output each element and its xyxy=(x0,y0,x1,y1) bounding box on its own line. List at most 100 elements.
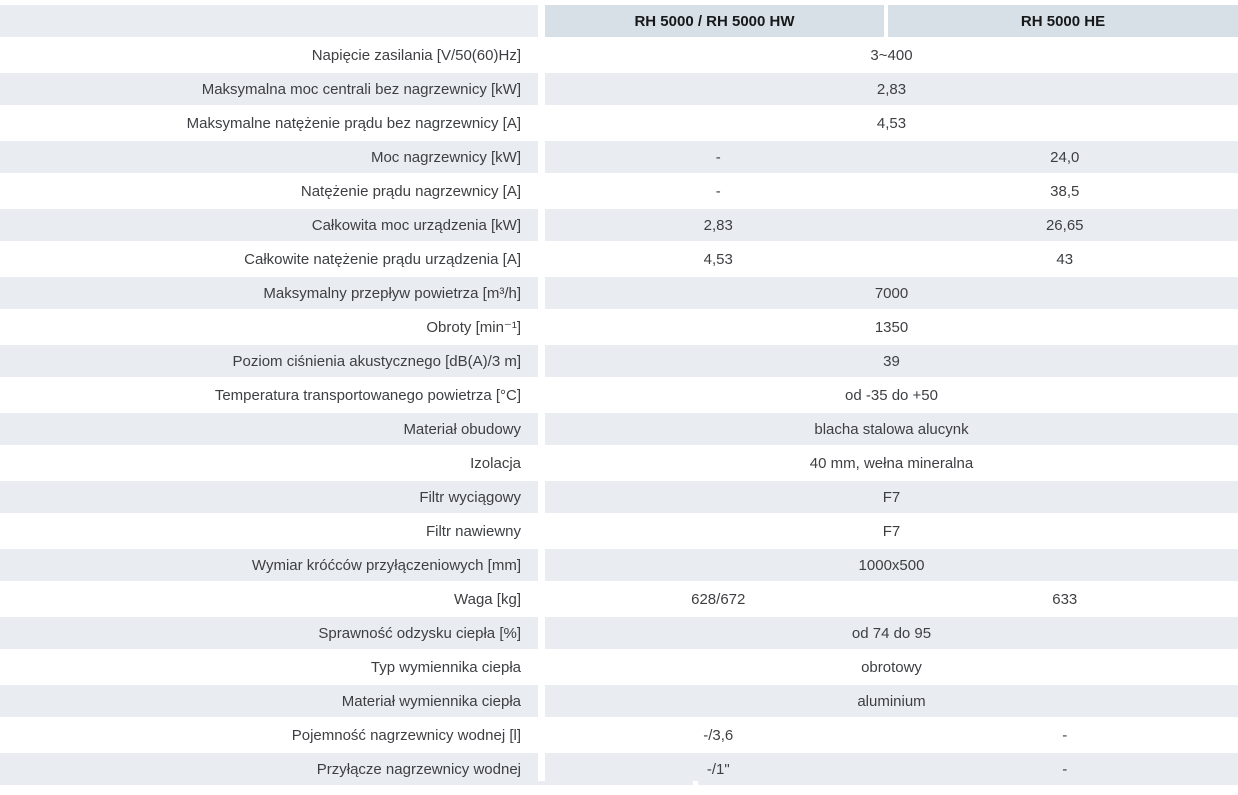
row-value-span: 7000 xyxy=(545,277,1238,309)
table-row: Napięcie zasilania [V/50(60)Hz] 3~400 xyxy=(0,39,1238,71)
column-gap xyxy=(538,39,545,71)
row-label: Maksymalna moc centrali bez nagrzewnicy … xyxy=(0,73,538,105)
row-label: Filtr wyciągowy xyxy=(0,481,538,513)
row-values: -/1" - xyxy=(545,753,1238,785)
column-gap xyxy=(538,651,545,683)
row-value-col1: 2,83 xyxy=(545,209,892,241)
row-value-span: 2,83 xyxy=(545,73,1238,105)
table-row: Materiał obudowy blacha stalowa alucynk xyxy=(0,413,1238,445)
row-values: obrotowy xyxy=(545,651,1238,683)
column-gap xyxy=(538,413,545,445)
row-value-col1: -/1" xyxy=(545,753,892,785)
header-values: RH 5000 / RH 5000 HW RH 5000 HE xyxy=(545,5,1238,37)
row-values: od 74 do 95 xyxy=(545,617,1238,649)
column-gap xyxy=(538,107,545,139)
row-label: Materiał wymiennika ciepła xyxy=(0,685,538,717)
row-value-span: 1000x500 xyxy=(545,549,1238,581)
header-column-divider xyxy=(884,5,888,37)
row-values: blacha stalowa alucynk xyxy=(545,413,1238,445)
table-row: Maksymalny przepływ powietrza [m³/h] 700… xyxy=(0,277,1238,309)
column-gap xyxy=(538,209,545,241)
row-label: Maksymalny przepływ powietrza [m³/h] xyxy=(0,277,538,309)
row-value-span: 1350 xyxy=(874,318,909,336)
row-values: -24,0 xyxy=(545,141,1238,173)
column-gap xyxy=(538,719,545,751)
row-label: Typ wymiennika ciepła xyxy=(370,658,521,676)
column-gap xyxy=(538,243,545,275)
row-label: Obroty [min⁻¹] xyxy=(426,319,521,336)
column-gap xyxy=(538,345,545,377)
table-row: Moc nagrzewnicy [kW] -24,0 xyxy=(0,141,1238,173)
row-value-col2: 43 xyxy=(1056,250,1074,268)
column-gap xyxy=(538,481,545,513)
table-row: Maksymalna moc centrali bez nagrzewnicy … xyxy=(0,73,1238,105)
column-gap xyxy=(538,549,545,581)
table-row: Temperatura transportowanego powietrza [… xyxy=(0,379,1238,411)
row-label: Materiał obudowy xyxy=(0,413,538,445)
row-label: Filtr nawiewny xyxy=(425,522,521,540)
row-values: 4,53 xyxy=(545,107,1238,139)
table-row: Poziom ciśnienia akustycznego [dB(A)/3 m… xyxy=(0,345,1238,377)
row-value-span: 40 mm, wełna mineralna xyxy=(809,454,974,472)
row-values: od -35 do +50 xyxy=(545,379,1238,411)
column-gap xyxy=(538,175,545,207)
table-row: Pojemność nagrzewnicy wodnej [l] -/3,6 - xyxy=(0,719,1238,751)
row-value-col1: -/3,6 xyxy=(703,726,734,744)
row-value-col1: - xyxy=(715,182,721,200)
row-values: 3~400 xyxy=(545,39,1238,71)
row-label: Wymiar króćców przyłączeniowych [mm] xyxy=(0,549,538,581)
row-values: 4,53 43 xyxy=(545,243,1238,275)
row-value-span: od -35 do +50 xyxy=(845,386,938,404)
row-values: - 38,5 xyxy=(545,175,1238,207)
table-row: Filtr nawiewny F7 xyxy=(0,515,1238,547)
table-row: Filtr wyciągowy F7 xyxy=(0,481,1238,513)
table-row: Obroty [min⁻¹] 1350 xyxy=(0,311,1238,343)
row-label: Maksymalne natężenie prądu bez nagrzewni… xyxy=(186,114,521,132)
column-gap xyxy=(538,447,545,479)
row-value-col2: 633 xyxy=(1052,590,1078,608)
row-values: -/3,6 - xyxy=(545,719,1238,751)
row-values: 7000 xyxy=(545,277,1238,309)
row-value-span: 3~400 xyxy=(870,46,913,64)
row-values: 40 mm, wełna mineralna xyxy=(545,447,1238,479)
row-value-col2: - xyxy=(1062,726,1068,744)
row-values: F7 xyxy=(545,481,1238,513)
table-row: Sprawność odzysku ciepła [%] od 74 do 95 xyxy=(0,617,1238,649)
clipped-next-element-edge xyxy=(0,781,1238,785)
row-values: F7 xyxy=(545,515,1238,547)
table-row: Maksymalne natężenie prądu bez nagrzewni… xyxy=(0,107,1238,139)
row-value-col1: - xyxy=(545,141,892,173)
row-value-span: blacha stalowa alucynk xyxy=(545,413,1238,445)
column-gap xyxy=(538,515,545,547)
column-gap xyxy=(538,617,545,649)
row-label: Całkowita moc urządzenia [kW] xyxy=(0,209,538,241)
table-row: Typ wymiennika ciepła obrotowy xyxy=(0,651,1238,683)
row-label: Przyłącze nagrzewnicy wodnej xyxy=(0,753,538,785)
header-label-cell xyxy=(0,5,538,37)
table-row: Wymiar króćców przyłączeniowych [mm] 100… xyxy=(0,549,1238,581)
header-col-rh5000-he: RH 5000 HE xyxy=(888,5,1238,37)
row-values: 2,83 26,65 xyxy=(545,209,1238,241)
row-value-span: 39 xyxy=(545,345,1238,377)
table-row: Całkowite natężenie prądu urządzenia [A]… xyxy=(0,243,1238,275)
column-gap xyxy=(538,5,545,37)
column-gap xyxy=(538,141,545,173)
row-label: Natężenie prądu nagrzewnicy [A] xyxy=(300,182,521,200)
row-values: 628/672 633 xyxy=(545,583,1238,615)
table-rows: Napięcie zasilania [V/50(60)Hz] 3~400 Ma… xyxy=(0,39,1238,785)
table-header-row: RH 5000 / RH 5000 HW RH 5000 HE xyxy=(0,5,1238,37)
row-label: Moc nagrzewnicy [kW] xyxy=(0,141,538,173)
clipped-edge-segment xyxy=(0,781,693,785)
row-values: 1350 xyxy=(545,311,1238,343)
row-value-col2: 38,5 xyxy=(1050,182,1080,200)
row-values: 2,83 xyxy=(545,73,1238,105)
row-label: Poziom ciśnienia akustycznego [dB(A)/3 m… xyxy=(0,345,538,377)
table-row: Waga [kg] 628/672 633 xyxy=(0,583,1238,615)
row-values: aluminium xyxy=(545,685,1238,717)
row-value-span: obrotowy xyxy=(861,658,922,676)
clipped-edge-segment xyxy=(698,781,1238,785)
row-values: 39 xyxy=(545,345,1238,377)
column-gap xyxy=(538,379,545,411)
row-value-span: 4,53 xyxy=(876,114,907,132)
row-label: Pojemność nagrzewnicy wodnej [l] xyxy=(291,726,521,744)
